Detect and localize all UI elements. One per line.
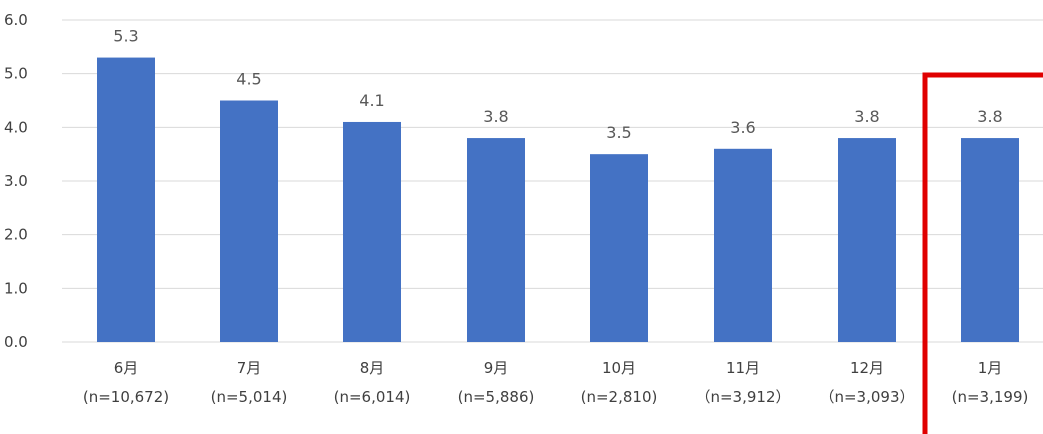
bars [97, 57, 1019, 343]
bar [714, 148, 772, 342]
category-label: 9月 [484, 359, 509, 377]
category-sublabel: (n=10,672) [83, 388, 169, 406]
y-tick-label: 3.0 [4, 172, 28, 190]
category-sublabel: (n=5,014) [211, 388, 288, 406]
highlight-frame-layer [922, 72, 1043, 434]
category-sublabel: (n=3,199) [952, 388, 1029, 406]
data-label: 5.3 [113, 27, 138, 46]
bar [467, 138, 525, 342]
data-label: 3.6 [730, 118, 755, 137]
data-label: 3.8 [977, 107, 1002, 126]
bar [220, 100, 278, 342]
y-tick-label: 2.0 [4, 226, 28, 244]
data-label: 3.8 [854, 107, 879, 126]
data-label: 4.1 [359, 91, 384, 110]
category-sublabel: （n=3,093） [819, 388, 914, 406]
bar [97, 57, 155, 343]
bar [961, 138, 1019, 342]
category-label: 12月 [850, 359, 884, 377]
y-tick-label: 5.0 [4, 65, 28, 83]
category-label: 10月 [602, 359, 636, 377]
data-label: 3.8 [483, 107, 508, 126]
category-label: 11月 [726, 359, 760, 377]
bar [343, 121, 401, 342]
category-sublabel: (n=5,886) [458, 388, 535, 406]
highlight-frame [922, 72, 1043, 434]
category-label: 6月 [114, 359, 139, 377]
data-labels: 5.3 4.5 4.1 3.8 3.5 3.6 3.8 3.8 [113, 27, 1002, 143]
bar [590, 154, 648, 342]
y-tick-label: 1.0 [4, 279, 28, 297]
category-label: 8月 [360, 359, 385, 377]
x-axis-category-labels: 6月 (n=10,672) 7月 (n=5,014) 8月 (n=6,014) 9月 (n=5… [83, 359, 1029, 406]
bar [838, 138, 896, 342]
category-label: 1月 [978, 359, 1003, 377]
y-tick-label: 0.0 [4, 333, 28, 351]
category-sublabel: (n=6,014) [334, 388, 411, 406]
y-axis-tick-labels: 0.0 1.0 2.0 3.0 4.0 5.0 6.0 [4, 11, 28, 351]
category-sublabel: (n=2,810) [581, 388, 658, 406]
category-label: 7月 [237, 359, 262, 377]
y-tick-label: 6.0 [4, 11, 28, 29]
data-label: 3.5 [606, 123, 631, 142]
category-sublabel: （n=3,912） [695, 388, 790, 406]
y-tick-label: 4.0 [4, 118, 28, 136]
data-label: 4.5 [236, 70, 261, 89]
